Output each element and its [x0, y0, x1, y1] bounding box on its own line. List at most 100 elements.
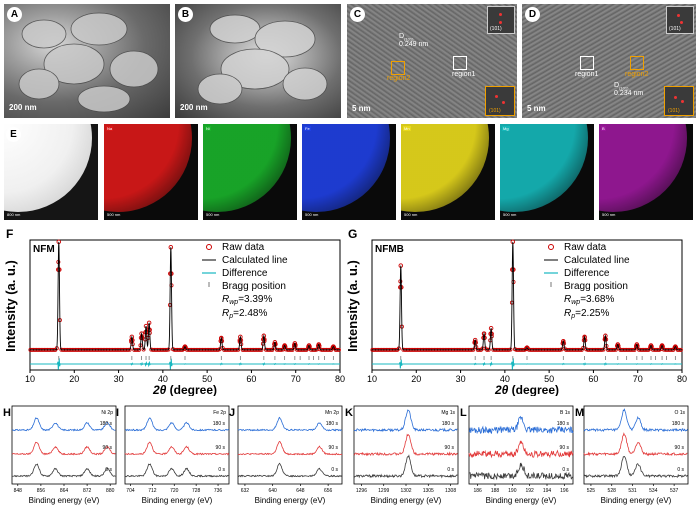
eds-scale-bar: 500 nm: [305, 212, 319, 217]
xps-series-90s: [11, 441, 116, 456]
xps-series-label: 0 s: [677, 467, 684, 473]
xps-series-label: 90 s: [560, 445, 570, 451]
xps-series-label: 180 s: [672, 421, 685, 427]
xrd-xtick-label: 50: [202, 374, 212, 384]
xrd-xtick-label: 30: [114, 374, 124, 384]
xps-series-180s: [468, 415, 574, 435]
xrd-raw-point: [141, 347, 146, 352]
xps-xtick-label: 712: [148, 488, 157, 494]
xrd-difference-line: [372, 358, 682, 370]
xrd-xtick-label: 80: [335, 374, 345, 384]
xps-xtick-label: 534: [649, 488, 658, 494]
xps-xtick-label: 856: [37, 488, 46, 494]
xps-xtick-label: 192: [525, 488, 534, 494]
xps-core-level: Mn 2p: [325, 410, 339, 416]
xps-figure: H Ni 2p 180 s 90 s 0 s 848 856 864 872 880 Binding…: [3, 405, 689, 505]
xrd-legend: Raw data Calculated line Difference Bragg p…: [202, 242, 288, 292]
xps-xlabel: Binding energy (eV): [255, 496, 326, 505]
xps-xtick-label: 640: [268, 488, 277, 494]
scale-bar-e-main: 800 nm: [7, 212, 21, 217]
xps-xtick-label: 648: [296, 488, 305, 494]
xps-series-0s: [11, 463, 116, 478]
xrd-panel-g: 10 20 30 40 50 60 70 80 2θ (degree) G NFMB Raw data…: [348, 227, 687, 396]
xrd-sample-name: NFMB: [375, 244, 404, 255]
xps-core-level: O 1s: [674, 410, 685, 416]
xps-series-label: 180 s: [100, 421, 113, 427]
xps-panel-l: L B 1s 180 s 90 s 0 s 186 188 190 192 194 196Bindi…: [460, 405, 574, 505]
xrd-calc-line: [30, 241, 340, 351]
xrd-frame: [371, 239, 683, 371]
xrd-xlabel: 2θ (degree): [152, 383, 217, 396]
xps-series-label: 180 s: [557, 421, 570, 427]
eds-map-na: Na 500 nm: [104, 124, 198, 220]
xps-xtick-label: 1302: [400, 488, 411, 494]
xrd-xtick-label: 60: [246, 374, 256, 384]
xps-xtick-label: 872: [83, 488, 92, 494]
xrd-xtick-label: 80: [677, 374, 687, 384]
xps-series-90s: [237, 440, 343, 456]
xps-panel-h: H Ni 2p 180 s 90 s 0 s 848 856 864 872 880 Binding…: [3, 405, 117, 505]
panel-label-j: J: [229, 407, 235, 419]
xps-series-90s: [468, 440, 574, 459]
xps-core-level: Fe 2p: [213, 410, 226, 416]
xrd-xtick-label: 70: [291, 374, 301, 384]
xps-series-0s: [468, 462, 574, 481]
xrd-xtick-label: 40: [158, 374, 168, 384]
xrd-ylabel-g: Intensity (a. u.): [345, 260, 360, 352]
panel-label-d: D: [525, 7, 540, 22]
xps-series-0s: [583, 455, 688, 479]
eds-map-mn: Mn 500 nm: [401, 124, 495, 220]
scale-bar-d: 5 nm: [527, 104, 546, 113]
xrd-ylabel-f: Intensity (a. u.): [3, 260, 18, 352]
xps-series-label: 180 s: [442, 421, 455, 427]
xps-xtick-label: 1299: [378, 488, 389, 494]
xps-series-180s: [583, 408, 688, 433]
xps-xtick-label: 188: [491, 488, 500, 494]
xps-xlabel: Binding energy (eV): [601, 496, 672, 505]
legend-entry: Bragg position: [564, 281, 628, 292]
xps-series-180s: [237, 416, 343, 432]
xps-series-label: 0 s: [447, 467, 454, 473]
xrd-xtick-label: 50: [544, 374, 554, 384]
xps-xlabel: Binding energy (eV): [142, 496, 213, 505]
sem-image-a: A 200 nm: [4, 4, 170, 118]
xrd-raw-point: [282, 344, 288, 349]
xps-series-label: 90 s: [329, 445, 339, 451]
xrd-rp: Rp=2.48%: [222, 308, 267, 320]
xps-xtick-label: 194: [543, 488, 552, 494]
xrd-raw-point: [272, 340, 278, 345]
region2-box-c: [391, 61, 405, 75]
xrd-rwp: Rwp=3.68%: [564, 294, 614, 306]
eds-row: E 800 nm Na 500 nm Ni 500 nm Fe 500 nm Mn 500 n…: [4, 124, 696, 220]
xps-xtick-label: 848: [14, 488, 23, 494]
region2-box-d: [630, 56, 644, 70]
xps-frame: [583, 405, 689, 485]
panel-label-c: C: [350, 7, 365, 22]
xps-xtick-label: 632: [241, 488, 250, 494]
xps-xtick-label: 704: [126, 488, 135, 494]
xps-series-label: 90 s: [445, 445, 455, 451]
eds-element-label: Fe: [304, 126, 311, 131]
xrd-xtick-label: 30: [456, 374, 466, 384]
xrd-raw-point: [649, 344, 654, 349]
xps-xtick-label: 880: [106, 488, 115, 494]
eds-element-label: B: [601, 126, 606, 131]
eds-scale-bar: 500 nm: [107, 212, 121, 217]
legend-entry: Raw data: [222, 242, 265, 253]
panel-label-k: K: [345, 407, 353, 419]
panel-label-g: G: [348, 227, 357, 241]
xps-xlabel: Binding energy (eV): [29, 496, 100, 505]
xps-xtick-label: 1305: [423, 488, 434, 494]
xps-series-180s: [11, 417, 116, 432]
xps-series-label: 180 s: [326, 421, 339, 427]
fft-inset-top-d: (101): [666, 6, 694, 34]
eds-map-fe: Fe 500 nm: [302, 124, 396, 220]
xps-series-label: 90 s: [675, 445, 685, 451]
region1-box-c: [453, 56, 467, 70]
xps-xtick-label: 531: [628, 488, 637, 494]
xps-xtick-label: 1308: [445, 488, 456, 494]
eds-element-label: Na: [106, 126, 114, 131]
xps-frame: [468, 405, 574, 485]
eds-scale-bar: 500 nm: [404, 212, 418, 217]
legend-entry: Raw data: [564, 242, 607, 253]
